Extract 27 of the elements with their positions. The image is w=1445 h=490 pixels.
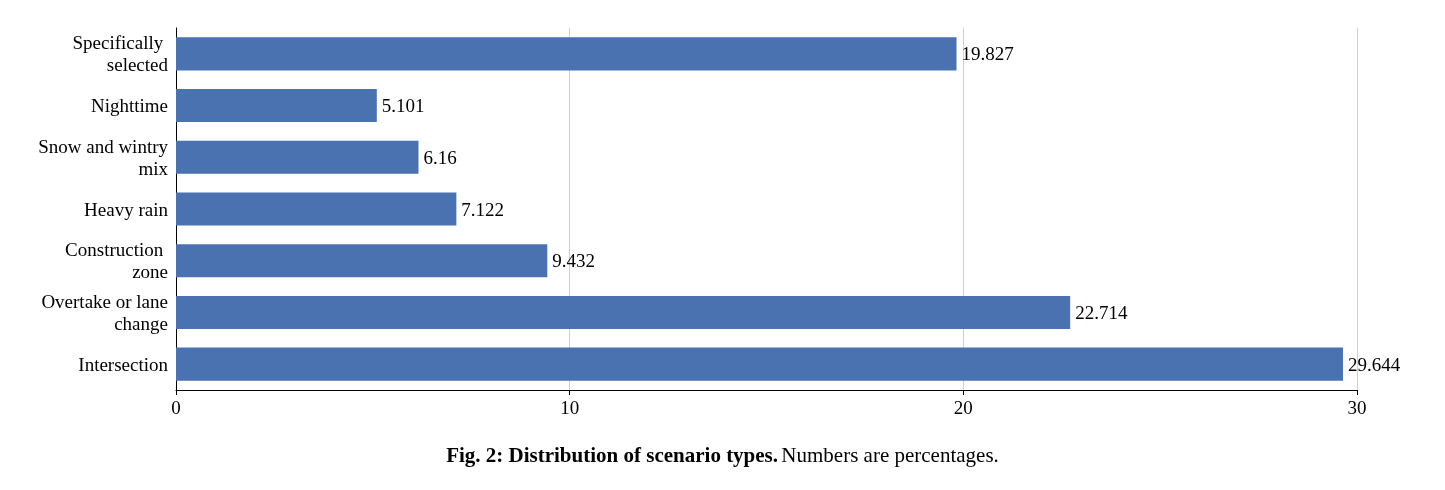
data-label: 5.101 [381,95,425,117]
text: Numbers are percentages. [781,442,999,467]
y-tick-label: Overtake or lane change [41,290,168,334]
bar [176,244,548,278]
bar [176,37,957,71]
bar [176,89,377,123]
x-tick-label: 30 [1347,397,1367,418]
bar [176,347,1343,381]
text: Fig. 2: Distribution of scenario types. [446,442,779,467]
data-label: 19.827 [961,43,1014,65]
bar [176,140,419,174]
data-label: 7.122 [461,198,505,220]
y-tick-label: Nighttime [90,95,168,117]
x-tick-label: 0 [171,397,181,418]
data-label: 22.714 [1075,301,1128,323]
data-label: 9.432 [552,250,596,272]
data-label: 29.644 [1347,353,1401,375]
y-tick-label: Heavy rain [84,198,169,220]
y-tick-label: Snow and wintry mix [38,135,169,179]
x-tick-label: 20 [953,397,973,418]
bar [176,192,457,226]
y-tick-label: Specifically selected [72,32,169,76]
x-tick-label: 10 [560,397,580,418]
y-tick-label: Intersection [78,353,169,375]
y-tick-label: Construction zone [65,239,168,283]
bar [176,295,1071,329]
data-label: 6.16 [423,146,457,168]
